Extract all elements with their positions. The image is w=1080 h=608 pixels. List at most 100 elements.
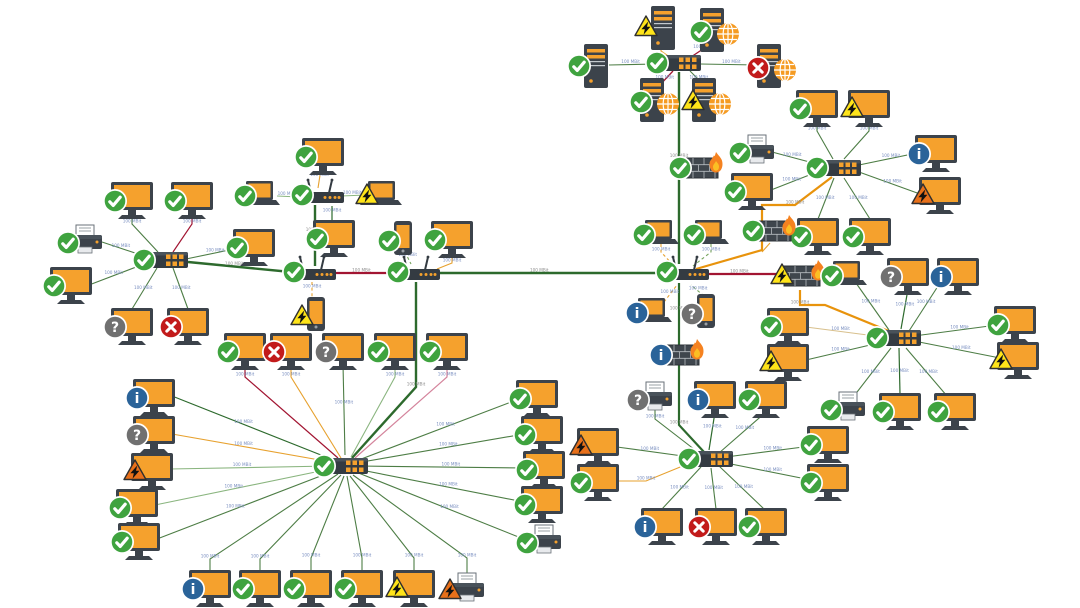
node-switch[interactable] [805, 156, 861, 180]
node-desktop[interactable] [423, 221, 473, 258]
node-desktop[interactable] [42, 267, 92, 304]
node-phone[interactable] [377, 221, 412, 255]
node-phone[interactable] [290, 297, 325, 331]
node-switch[interactable] [312, 454, 368, 478]
edge-label: 100 MBit [225, 261, 244, 266]
node-printer[interactable] [438, 572, 484, 602]
node-desktop[interactable] [799, 426, 849, 463]
node-desktop[interactable] [986, 306, 1036, 343]
node-desktop[interactable]: i [125, 379, 175, 416]
node-desktop[interactable] [508, 380, 558, 417]
node-desktop[interactable] [989, 342, 1039, 379]
node-server_globe[interactable] [681, 78, 731, 122]
node-desktop[interactable] [418, 333, 468, 370]
node-desktop[interactable] [841, 218, 891, 255]
node-desktop[interactable] [515, 451, 565, 488]
edge-label: 100 MBit [646, 414, 665, 419]
node-desktop[interactable] [926, 393, 976, 430]
node-desktop[interactable] [737, 381, 787, 418]
node-server_globe[interactable] [629, 78, 679, 122]
firewall-icon [662, 339, 704, 366]
node-desktop[interactable] [911, 177, 961, 214]
node-desktop[interactable] [737, 508, 787, 545]
node-laptop[interactable] [233, 181, 280, 208]
node-desktop[interactable] [305, 220, 355, 257]
node-desktop[interactable] [108, 489, 158, 526]
node-firewall[interactable] [770, 260, 825, 287]
node-desktop[interactable] [799, 464, 849, 501]
status-down-icon [746, 56, 770, 80]
node-laptop[interactable]: i [625, 298, 672, 325]
node-laptop[interactable] [632, 220, 679, 247]
node-desktop[interactable] [759, 308, 809, 345]
node-desktop[interactable]: ? [103, 308, 153, 345]
edge-label: 100 MBit [112, 243, 131, 248]
node-desktop[interactable] [871, 393, 921, 430]
node-firewall[interactable] [741, 215, 796, 243]
node-desktop[interactable]: i [181, 570, 231, 607]
node-desktop[interactable] [333, 570, 383, 607]
node-desktop[interactable] [294, 138, 344, 175]
node-printer[interactable]: ? [626, 381, 672, 412]
node-desktop[interactable] [513, 416, 563, 453]
node-printer[interactable] [728, 134, 774, 165]
server-icon [651, 6, 675, 50]
node-firewall[interactable]: i [649, 339, 704, 367]
node-desktop[interactable]: i [633, 508, 683, 545]
node-desktop[interactable] [123, 453, 173, 490]
node-printer[interactable] [56, 224, 102, 255]
node-desktop[interactable] [231, 570, 281, 607]
node-desktop[interactable] [216, 333, 266, 370]
node-switch[interactable] [865, 326, 921, 350]
edge [654, 410, 700, 454]
node-server_globe[interactable] [689, 8, 739, 52]
node-desktop[interactable] [789, 218, 839, 255]
node-desktop[interactable]: ? [879, 258, 929, 295]
node-desktop[interactable] [513, 486, 563, 523]
node-desktop[interactable] [163, 182, 213, 219]
status-up-icon [820, 264, 844, 288]
node-desktop[interactable] [103, 182, 153, 219]
node-desktop[interactable]: ? [125, 416, 175, 453]
node-phone[interactable]: ? [680, 294, 715, 328]
edge [660, 244, 675, 267]
node-desktop[interactable] [110, 523, 160, 560]
node-wrouter[interactable] [655, 255, 709, 284]
node-desktop[interactable] [687, 508, 737, 545]
node-desktop[interactable] [225, 229, 275, 266]
edge-label: 100 MBit [530, 268, 549, 273]
node-desktop[interactable] [840, 90, 890, 127]
node-switch[interactable] [132, 248, 188, 272]
node-wrouter[interactable] [282, 255, 336, 284]
node-printer[interactable] [819, 391, 865, 422]
node-desktop[interactable] [723, 173, 773, 210]
node-laptop[interactable] [355, 181, 402, 205]
node-switch[interactable] [677, 447, 733, 471]
node-desktop[interactable] [159, 308, 209, 345]
node-printer[interactable] [515, 524, 561, 555]
node-desktop[interactable] [282, 570, 332, 607]
node-laptop[interactable] [820, 261, 867, 288]
node-desktop[interactable] [788, 90, 838, 127]
node-laptop[interactable] [682, 220, 729, 247]
node-firewall[interactable] [668, 152, 723, 180]
node-desktop[interactable]: i [686, 381, 736, 418]
edge-label: 100 MBit [831, 326, 850, 331]
node-wrouter[interactable] [290, 178, 344, 207]
node-desktop[interactable] [569, 464, 619, 501]
node-desktop[interactable] [262, 333, 312, 370]
status-info-icon: i [649, 343, 673, 367]
node-desktop[interactable] [366, 333, 416, 370]
node-desktop[interactable]: i [907, 135, 957, 172]
node-server_globe[interactable] [746, 44, 796, 88]
node-wrouter[interactable] [386, 255, 440, 284]
node-desktop[interactable] [759, 344, 809, 381]
node-server[interactable] [634, 6, 675, 50]
node-desktop[interactable]: i [929, 258, 979, 295]
node-switch[interactable] [645, 51, 701, 75]
node-desktop[interactable] [385, 570, 435, 607]
node-desktop[interactable] [569, 428, 619, 465]
node-desktop[interactable]: ? [314, 333, 364, 370]
node-server[interactable] [567, 44, 608, 88]
